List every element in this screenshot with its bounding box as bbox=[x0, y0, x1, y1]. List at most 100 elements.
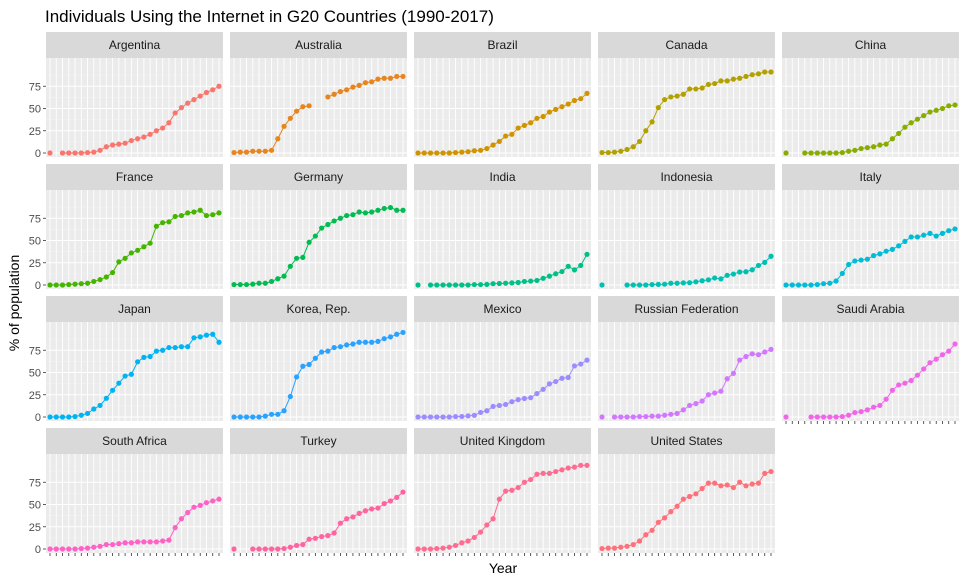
data-point bbox=[434, 150, 440, 156]
data-point bbox=[553, 378, 559, 385]
data-point bbox=[300, 541, 306, 548]
data-point bbox=[72, 546, 78, 552]
data-point bbox=[668, 280, 674, 286]
data-point bbox=[546, 273, 553, 279]
data-point bbox=[387, 75, 394, 81]
data-point bbox=[630, 541, 636, 548]
data-point bbox=[833, 150, 839, 156]
data-point bbox=[160, 538, 166, 544]
data-point bbox=[496, 402, 502, 409]
data-point bbox=[655, 519, 661, 525]
data-point bbox=[78, 545, 84, 552]
data-point bbox=[515, 484, 521, 491]
data-point bbox=[160, 220, 166, 226]
data-point bbox=[300, 104, 306, 110]
y-tick-label: 75 bbox=[29, 81, 41, 93]
data-point bbox=[446, 150, 452, 156]
data-point bbox=[325, 221, 331, 228]
data-point bbox=[66, 546, 72, 552]
data-point bbox=[72, 281, 78, 287]
data-point bbox=[135, 539, 141, 545]
data-point bbox=[325, 348, 331, 354]
data-point bbox=[858, 257, 864, 263]
data-point bbox=[528, 476, 534, 483]
data-point bbox=[534, 115, 540, 121]
data-point bbox=[47, 546, 53, 552]
data-point bbox=[839, 270, 845, 277]
data-point bbox=[72, 150, 78, 156]
series-line bbox=[601, 471, 772, 550]
data-point bbox=[191, 97, 197, 103]
data-point bbox=[166, 344, 172, 351]
data-point bbox=[605, 149, 611, 156]
data-point bbox=[216, 210, 222, 216]
facet-strip bbox=[598, 164, 775, 190]
data-point bbox=[256, 148, 262, 154]
data-point bbox=[128, 540, 134, 546]
data-point bbox=[369, 506, 375, 512]
data-point bbox=[534, 390, 540, 397]
data-point bbox=[66, 150, 72, 156]
data-point bbox=[210, 498, 216, 504]
data-point bbox=[268, 411, 275, 417]
data-point bbox=[250, 546, 256, 552]
data-point bbox=[434, 545, 440, 552]
facet-strip-label: South Africa bbox=[102, 434, 167, 448]
data-point bbox=[914, 234, 921, 240]
data-point bbox=[534, 277, 540, 284]
data-point bbox=[503, 133, 509, 139]
data-point bbox=[178, 105, 185, 111]
data-point bbox=[661, 412, 668, 418]
data-point bbox=[521, 278, 528, 285]
data-point bbox=[356, 82, 362, 88]
data-point bbox=[712, 390, 718, 396]
data-point bbox=[394, 73, 400, 80]
data-point bbox=[553, 106, 559, 112]
data-point bbox=[649, 119, 655, 125]
data-point bbox=[680, 407, 686, 413]
data-point bbox=[636, 282, 643, 288]
data-point bbox=[350, 84, 356, 90]
data-point bbox=[699, 485, 705, 492]
data-point bbox=[852, 409, 858, 416]
facet-strip bbox=[414, 428, 591, 454]
data-point bbox=[649, 281, 655, 288]
data-point bbox=[66, 281, 72, 288]
data-point bbox=[618, 544, 624, 550]
data-point bbox=[477, 281, 484, 288]
data-point bbox=[546, 381, 553, 387]
data-point bbox=[293, 255, 300, 261]
data-point bbox=[109, 387, 116, 393]
data-point bbox=[91, 278, 97, 285]
data-point bbox=[191, 209, 197, 215]
facet-strip-label: United States bbox=[650, 434, 722, 448]
data-point bbox=[820, 414, 827, 420]
data-point bbox=[231, 414, 237, 420]
data-point bbox=[471, 148, 477, 154]
data-point bbox=[312, 233, 318, 239]
data-point bbox=[91, 544, 97, 550]
y-tick-label: 25 bbox=[29, 258, 41, 270]
data-point bbox=[889, 136, 896, 142]
data-point bbox=[103, 541, 109, 548]
data-point bbox=[755, 352, 762, 358]
data-point bbox=[655, 281, 661, 287]
data-point bbox=[216, 83, 222, 89]
data-point bbox=[743, 483, 749, 489]
facet-panel: Indonesia bbox=[598, 164, 775, 289]
y-tick-label: 25 bbox=[29, 126, 41, 138]
data-point bbox=[387, 334, 394, 340]
data-point bbox=[605, 545, 611, 551]
data-point bbox=[864, 145, 870, 151]
data-point bbox=[509, 131, 515, 137]
data-point bbox=[699, 398, 705, 404]
data-point bbox=[565, 374, 571, 381]
data-point bbox=[381, 205, 387, 212]
data-point bbox=[490, 516, 496, 522]
data-point bbox=[172, 110, 178, 116]
data-point bbox=[839, 413, 845, 420]
facet-strip bbox=[598, 32, 775, 58]
data-point bbox=[331, 344, 337, 351]
data-point bbox=[503, 488, 509, 494]
data-point bbox=[477, 409, 484, 416]
